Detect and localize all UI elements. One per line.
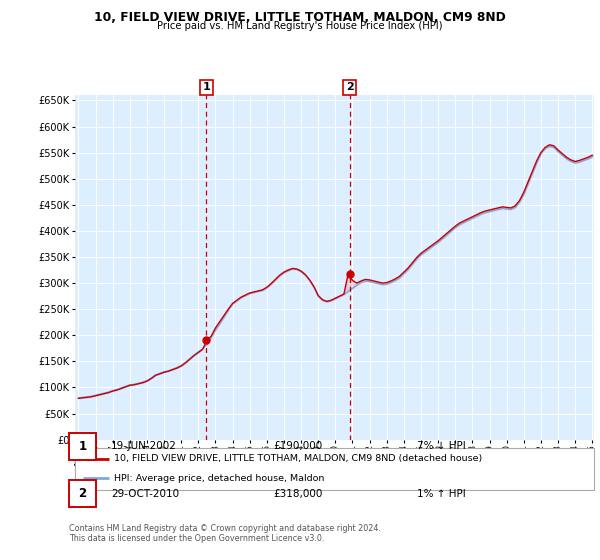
Text: 10, FIELD VIEW DRIVE, LITTLE TOTHAM, MALDON, CM9 8ND: 10, FIELD VIEW DRIVE, LITTLE TOTHAM, MAL… [94, 11, 506, 24]
Text: HPI: Average price, detached house, Maldon: HPI: Average price, detached house, Mald… [114, 474, 325, 483]
Text: 29-OCT-2010: 29-OCT-2010 [111, 489, 179, 499]
Text: 2: 2 [79, 487, 86, 501]
Text: 1: 1 [79, 440, 86, 453]
Text: 19-JUN-2002: 19-JUN-2002 [111, 441, 177, 451]
Text: Price paid vs. HM Land Registry's House Price Index (HPI): Price paid vs. HM Land Registry's House … [157, 21, 443, 31]
Text: Contains HM Land Registry data © Crown copyright and database right 2024.
This d: Contains HM Land Registry data © Crown c… [69, 524, 381, 543]
Text: £190,000: £190,000 [273, 441, 322, 451]
Text: 1: 1 [203, 82, 210, 92]
Text: 1% ↑ HPI: 1% ↑ HPI [417, 489, 466, 499]
Text: 2: 2 [346, 82, 353, 92]
FancyBboxPatch shape [75, 448, 594, 490]
Text: 10, FIELD VIEW DRIVE, LITTLE TOTHAM, MALDON, CM9 8ND (detached house): 10, FIELD VIEW DRIVE, LITTLE TOTHAM, MAL… [114, 454, 482, 463]
Text: £318,000: £318,000 [273, 489, 322, 499]
Text: 7% ↓ HPI: 7% ↓ HPI [417, 441, 466, 451]
